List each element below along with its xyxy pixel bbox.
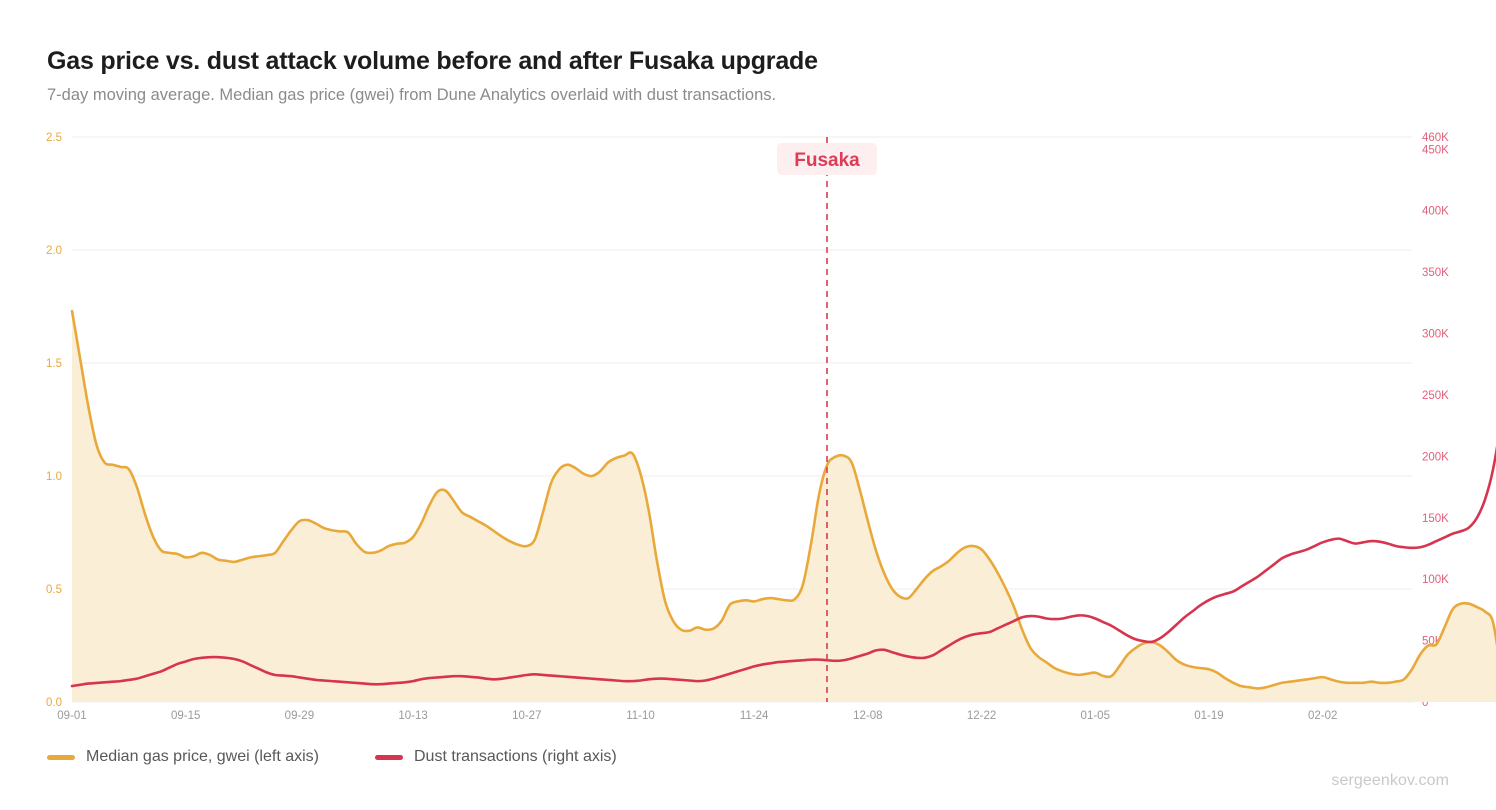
x-axis-tick-label: 10-13: [398, 710, 427, 722]
y-axis-right-tick-label: 400K: [1422, 206, 1449, 218]
y-axis-right-tick-label: 100K: [1422, 574, 1449, 586]
x-axis-tick-label: 11-10: [626, 710, 655, 722]
x-axis-tick-label: 12-22: [967, 710, 996, 722]
y-axis-right-tick-label: 450K: [1422, 144, 1449, 156]
y-axis-right-tick-label: 250K: [1422, 390, 1449, 402]
y-axis-right-tick-label: 300K: [1422, 329, 1449, 341]
legend-item-dust-transactions[interactable]: Dust transactions (right axis): [374, 748, 617, 766]
y-axis-right-tick-label: 200K: [1422, 451, 1449, 463]
legend-swatch-dust-transactions: [374, 754, 403, 760]
x-axis-tick-label: 11-24: [740, 710, 769, 722]
x-axis-tick-label: 10-27: [512, 710, 541, 722]
page-title: Gas price vs. dust attack volume before …: [47, 47, 818, 75]
y-axis-right-tick-label: 350K: [1422, 267, 1449, 279]
y-axis-right-tick-label: 0: [1422, 697, 1428, 709]
y-axis-left-tick-label: 0.5: [46, 584, 62, 596]
x-axis-tick-label: 02-02: [1308, 710, 1337, 722]
chart-header: Gas price vs. dust attack volume before …: [47, 47, 1347, 106]
footer-credit: sergeenkov.com: [1331, 772, 1449, 789]
legend-label-gas-price: Median gas price, gwei (left axis): [86, 748, 319, 765]
chart-subtitle: 7-day moving average. Median gas price (…: [47, 85, 777, 104]
x-axis-tick-label: 01-19: [1194, 710, 1223, 722]
event-marker-badge: [777, 143, 877, 175]
legend-label-dust-transactions: Dust transactions (right axis): [413, 748, 617, 765]
series-line-dust-transactions: [70, 445, 1496, 688]
y-axis-left-tick-label: 1.5: [46, 358, 62, 370]
series-area-gas-price: [72, 311, 1496, 702]
x-axis-tick-label: 01-05: [1081, 710, 1110, 722]
legend-swatch-gas-price: [47, 754, 75, 760]
y-axis-left-tick-label: 0.0: [46, 697, 62, 709]
x-axis-tick-label: 09-15: [171, 710, 200, 722]
x-axis-tick-label: 09-01: [57, 710, 86, 722]
legend-item-gas-price[interactable]: Median gas price, gwei (left axis): [47, 748, 319, 766]
y-axis-right-tick-label: 50K: [1422, 636, 1443, 648]
y-axis-right-tick-label: 460K: [1422, 132, 1449, 144]
x-axis-tick-label: 12-08: [853, 710, 882, 722]
series-line-gas-price: [70, 309, 1496, 690]
y-axis-left-tick-label: 2.0: [46, 245, 62, 257]
x-axis-tick-label: 09-29: [285, 710, 314, 722]
y-axis-right-tick-label: 150K: [1422, 513, 1449, 525]
y-axis-left-tick-label: 2.5: [46, 132, 62, 144]
chart-legend: Median gas price, gwei (left axis) Dust …: [47, 748, 617, 766]
event-marker-label: Fusaka: [794, 150, 860, 171]
y-axis-left-tick-label: 1.0: [46, 471, 62, 483]
